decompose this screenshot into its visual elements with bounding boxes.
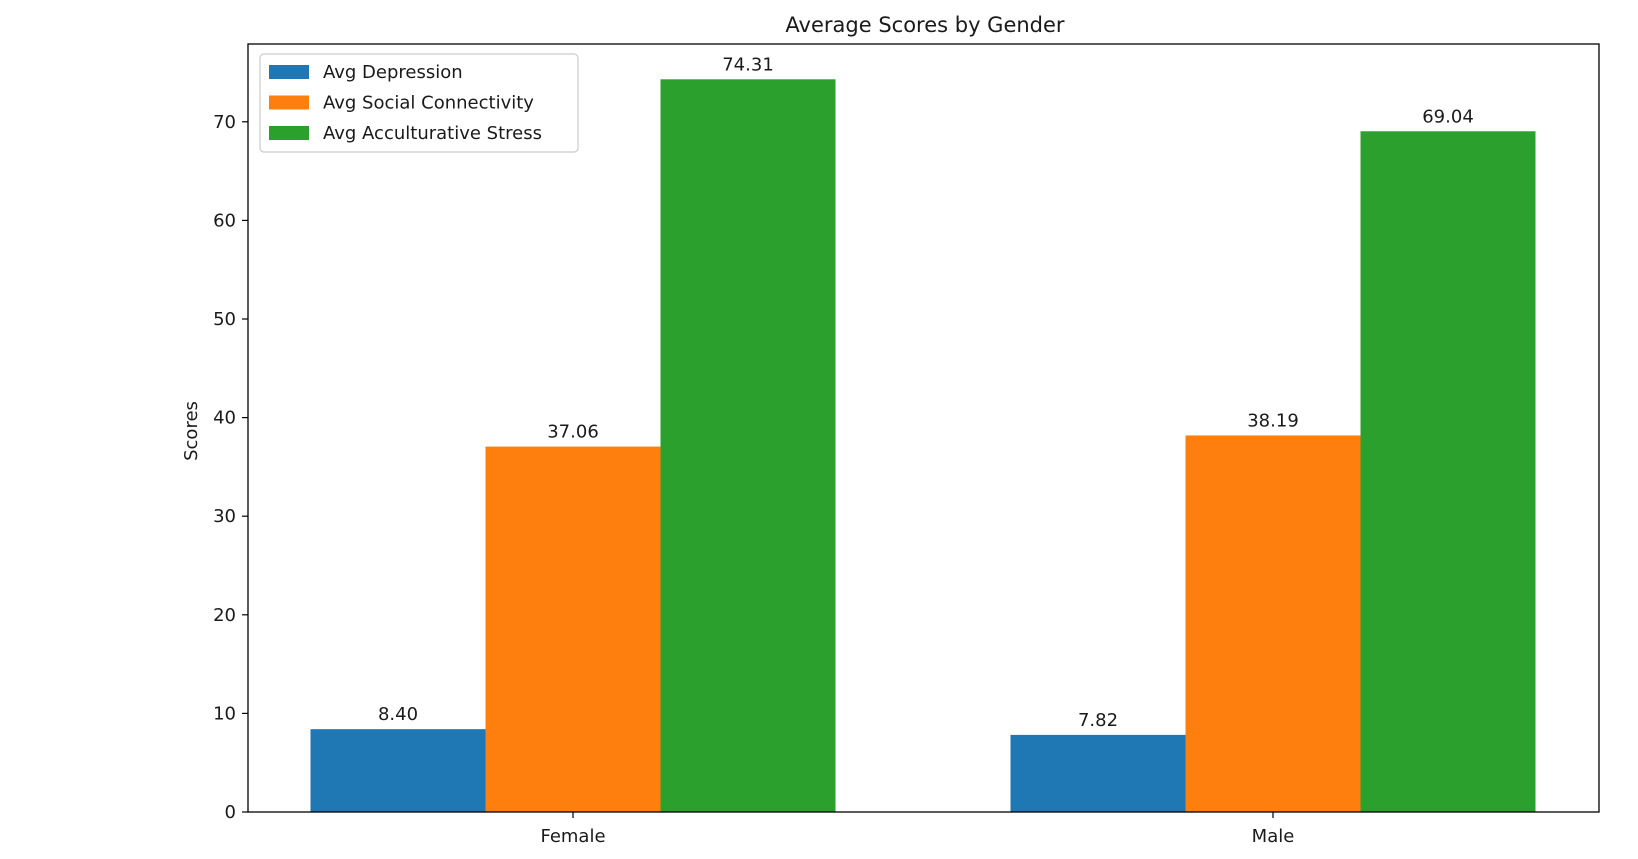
bar-value-label: 74.31	[722, 54, 774, 75]
chart-title: Average Scores by Gender	[785, 13, 1065, 37]
y-tick-label: 70	[213, 112, 236, 133]
bar-male-avg-social-connectivity	[1185, 435, 1361, 812]
bar-value-label: 8.40	[378, 704, 418, 725]
bar-value-label: 69.04	[1422, 106, 1474, 127]
legend-swatch-3	[269, 126, 309, 140]
bar-female-avg-depression	[310, 729, 486, 812]
bar-male-avg-acculturative-stress	[1360, 131, 1536, 812]
legend: Avg Depression Avg Social Connectivity Avg…	[259, 53, 579, 153]
legend-box	[259, 53, 579, 153]
legend-label: Avg Acculturative Stress	[323, 123, 542, 144]
x-axis: Female Male	[540, 812, 1294, 847]
bar-male-avg-depression	[1010, 734, 1186, 812]
y-tick-label: 40	[213, 408, 236, 429]
bar-female-avg-social-connectivity	[485, 446, 661, 812]
bar-value-label: 37.06	[547, 422, 599, 443]
legend-label: Avg Depression	[323, 62, 463, 83]
y-axis-label: Scores	[181, 401, 202, 461]
x-tick-label: Female	[540, 826, 605, 847]
y-tick-label: 30	[213, 506, 236, 527]
y-tick-label: 10	[213, 703, 236, 724]
y-tick-label: 0	[225, 802, 236, 823]
bar-female-avg-acculturative-stress	[660, 79, 836, 812]
y-axis: 0 10 20 30 40 50 60 70	[213, 112, 248, 823]
legend-swatch-1	[269, 65, 309, 79]
y-tick-label: 50	[213, 309, 236, 330]
legend-swatch-2	[269, 95, 309, 110]
value-labels-group: 8.40 37.06 74.31 7.82 38.19 69.04	[378, 54, 1474, 731]
x-tick-label: Male	[1252, 826, 1295, 847]
bars-group	[310, 79, 1536, 812]
y-tick-label: 60	[213, 210, 236, 231]
y-tick-label: 20	[213, 605, 236, 626]
bar-value-label: 7.82	[1078, 710, 1118, 731]
legend-label: Avg Social Connectivity	[323, 93, 534, 114]
bar-value-label: 38.19	[1247, 410, 1299, 431]
plot-frame	[247, 43, 1600, 813]
